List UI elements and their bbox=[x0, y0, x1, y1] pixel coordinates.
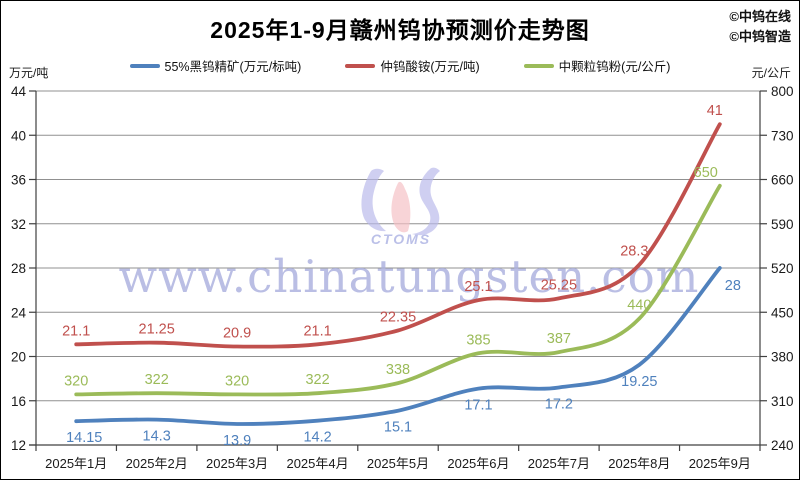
logo-ctoms-text: CTOMS bbox=[371, 231, 431, 247]
chart-legend: 55%黑钨精矿(万元/标吨) 仲钨酸铵(万元/吨) 中颗粒钨粉(元/公斤) bbox=[1, 56, 799, 75]
right-axis-tick-label: 520 bbox=[771, 261, 794, 276]
x-axis-category-label: 2025年5月 bbox=[367, 456, 429, 471]
data-label: 13.9 bbox=[223, 433, 251, 449]
legend-label: 仲钨酸铵(万元/吨) bbox=[380, 60, 480, 74]
data-label: 320 bbox=[64, 373, 88, 389]
data-label: 21.1 bbox=[303, 323, 331, 339]
legend-swatch-red-line-icon bbox=[345, 63, 376, 68]
series-labels-2: 320 322 320 322 338 385 387 440 650 bbox=[64, 165, 718, 390]
left-axis-tick-label: 40 bbox=[11, 128, 26, 143]
right-axis-tick-label: 450 bbox=[771, 305, 794, 320]
legend-item-apt: 仲钨酸铵(万元/吨) bbox=[345, 56, 480, 75]
data-label: 385 bbox=[466, 332, 490, 348]
x-axis-category-label: 2025年2月 bbox=[126, 456, 188, 471]
data-label: 19.25 bbox=[621, 374, 657, 390]
left-axis-tick-label: 44 bbox=[11, 84, 27, 99]
data-label: 387 bbox=[547, 331, 571, 347]
brand-line-2: ©中钨智造 bbox=[729, 29, 791, 44]
logo-right-swoosh-icon bbox=[412, 167, 440, 236]
data-label: 322 bbox=[145, 372, 169, 388]
data-label: 17.2 bbox=[545, 396, 573, 412]
data-label: 41 bbox=[707, 103, 723, 119]
x-axis-category-label: 2025年6月 bbox=[447, 456, 509, 471]
legend-item-tungsten-powder: 中颗粒钨粉(元/公斤) bbox=[523, 56, 671, 75]
series-labels-0: 14.15 14.3 13.9 14.2 15.1 17.1 17.2 19.25 28 bbox=[66, 278, 741, 449]
data-label: 440 bbox=[627, 298, 651, 314]
right-axis-tick-label: 380 bbox=[771, 350, 794, 365]
right-axis-unit-label: 元/公斤 bbox=[751, 66, 791, 80]
data-label: 25.25 bbox=[541, 277, 577, 293]
right-axis-tick-label: 240 bbox=[771, 438, 794, 453]
data-label: 17.1 bbox=[464, 398, 492, 414]
left-axis-tick-label: 28 bbox=[11, 261, 26, 276]
data-label: 14.15 bbox=[66, 430, 102, 446]
legend-item-black-tungsten: 55%黑钨精矿(万元/标吨) bbox=[129, 56, 302, 75]
data-label: 21.1 bbox=[62, 323, 90, 339]
data-label: 20.9 bbox=[223, 326, 251, 342]
data-label: 28 bbox=[725, 278, 741, 294]
data-label: 14.3 bbox=[143, 429, 171, 445]
x-axis-category-label: 2025年9月 bbox=[689, 456, 751, 471]
data-label: 22.35 bbox=[380, 310, 416, 326]
x-axis-category-label: 2025年8月 bbox=[608, 456, 670, 471]
legend-swatch-green-line-icon bbox=[523, 63, 554, 68]
right-axis-tick-label: 590 bbox=[771, 217, 794, 232]
x-axis-category-label: 2025年3月 bbox=[206, 456, 268, 471]
data-label: 14.2 bbox=[303, 430, 331, 446]
brand-line-1: ©中钨在线 bbox=[729, 9, 791, 24]
logo-left-petal-icon bbox=[361, 168, 386, 232]
legend-label: 中颗粒钨粉(元/公斤) bbox=[558, 60, 671, 74]
watermark-url-text: www.chinatungsten.com bbox=[119, 250, 700, 303]
watermark: www.chinatungsten.com CTOMS bbox=[119, 167, 700, 303]
right-axis-tick-label: 730 bbox=[771, 128, 794, 143]
right-axis-tick-label: 660 bbox=[771, 173, 794, 188]
left-axis-tick-label: 16 bbox=[11, 394, 26, 409]
right-axis-tick-label: 800 bbox=[771, 84, 794, 99]
series-line-1 bbox=[74, 122, 722, 349]
data-label: 338 bbox=[386, 362, 410, 378]
left-axis-unit-label: 万元/吨 bbox=[9, 66, 49, 80]
brand-block: ©中钨在线 ©中钨智造 bbox=[729, 7, 791, 47]
data-label: 21.25 bbox=[139, 322, 175, 338]
right-axis-tick-label: 310 bbox=[771, 394, 794, 409]
left-axis-tick-label: 20 bbox=[11, 350, 26, 365]
series-line-0 bbox=[74, 266, 722, 426]
page-title: 2025年1-9月赣州钨协预测价走势图 bbox=[210, 17, 590, 43]
axes: 44 40 36 32 28 24 20 16 12 800 730 660 590 520 450 380 3… bbox=[11, 84, 794, 471]
watermark-logo-icon: CTOMS bbox=[361, 167, 440, 247]
data-label: 15.1 bbox=[384, 420, 412, 436]
data-label: 25.1 bbox=[464, 279, 492, 295]
left-axis-tick-label: 24 bbox=[11, 305, 27, 320]
series-line-2 bbox=[74, 183, 722, 397]
series-labels-1: 21.1 21.25 20.9 21.1 22.35 25.1 25.25 28.3 41 bbox=[62, 103, 723, 341]
left-axis-tick-label: 36 bbox=[11, 173, 26, 188]
left-axis-tick-label: 32 bbox=[11, 217, 26, 232]
logo-middle-petal-icon bbox=[391, 181, 411, 233]
x-axis-category-label: 2025年7月 bbox=[528, 456, 590, 471]
x-axis-category-label: 2025年1月 bbox=[45, 456, 107, 471]
data-label: 28.3 bbox=[620, 244, 648, 260]
data-label: 322 bbox=[305, 372, 329, 388]
legend-swatch-blue-line-icon bbox=[129, 63, 160, 68]
left-axis-tick-label: 12 bbox=[11, 438, 26, 453]
x-axis-category-label: 2025年4月 bbox=[286, 456, 348, 471]
data-label: 650 bbox=[694, 165, 718, 181]
legend-label: 55%黑钨精矿(万元/标吨) bbox=[164, 60, 302, 74]
data-label: 320 bbox=[225, 373, 249, 389]
